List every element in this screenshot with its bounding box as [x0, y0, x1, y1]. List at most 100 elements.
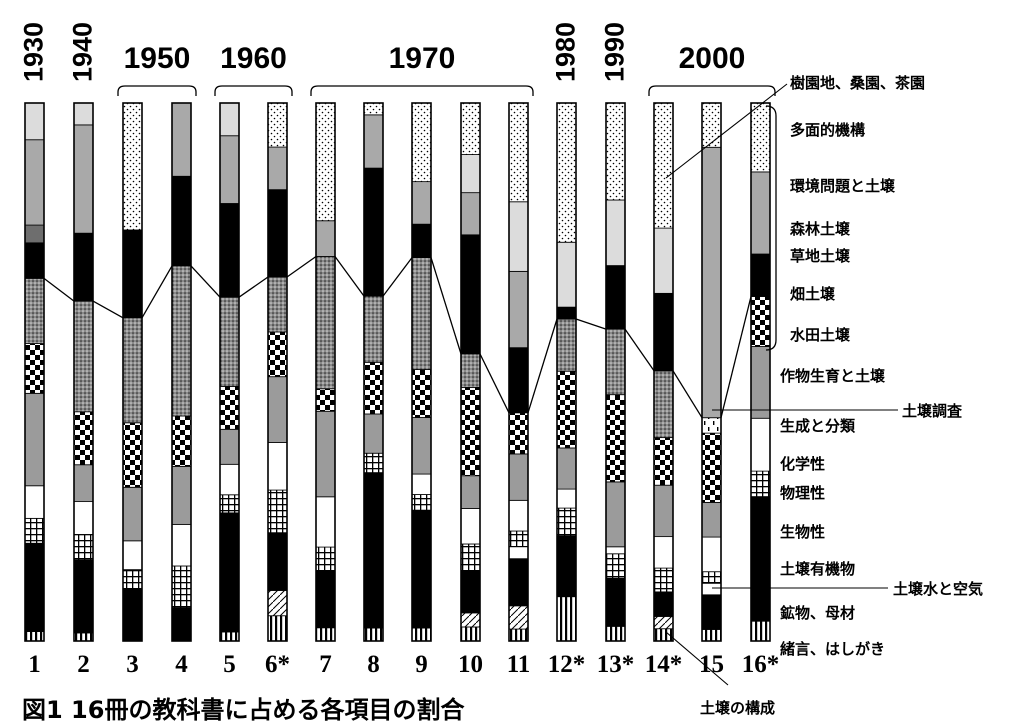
series-label-3: 環境問題と土壌 [790, 177, 896, 195]
segment-9-5 [411, 494, 432, 511]
segment-10-13 [460, 234, 481, 355]
segment-12-9 [556, 370, 577, 449]
year-layer: 1930 1940 1950 1960 1970 1980 1990 2000 [19, 22, 776, 96]
connector-layer [43, 255, 752, 419]
segment-13-3 [605, 577, 626, 627]
connector-line-10 [479, 353, 510, 414]
segment-4-5 [171, 565, 192, 608]
bar-16 [750, 102, 771, 642]
segment-6-17 [267, 102, 288, 148]
segment-2-7 [73, 501, 94, 535]
segment-16-7 [750, 417, 771, 472]
bar-outline-5 [219, 102, 240, 642]
segment-11-9 [508, 412, 529, 455]
bar-outline-4 [171, 102, 192, 642]
segment-14-12 [653, 370, 674, 439]
connector-line-8 [382, 257, 413, 297]
segment-8-1 [363, 627, 384, 642]
year-label-1930: 1930 [19, 22, 49, 82]
series-label-8: 作物生育と土壌 [780, 367, 886, 385]
segment-13-5 [605, 553, 626, 579]
chart-title: 図1 16冊の教科書に占める各項目の割合 [22, 696, 465, 723]
segment-11-15 [508, 270, 529, 349]
connector-line-6 [286, 255, 317, 278]
segment-1-14 [24, 224, 45, 244]
bar-number-16: 16* [742, 651, 780, 678]
connector-line-7 [334, 256, 365, 297]
segment-4-7 [171, 523, 192, 567]
segment-9-8 [411, 417, 432, 475]
segment-11-8 [508, 453, 529, 501]
series-label-4: 森林土壌 [790, 220, 851, 238]
bar-outline-8 [363, 102, 384, 642]
segment-1-13 [24, 242, 45, 279]
segment-7-17 [315, 102, 336, 222]
bar-number-11: 11 [507, 651, 531, 678]
bar-outline-12 [556, 102, 577, 642]
segment-6-1 [267, 615, 288, 642]
bar-outline-9 [411, 102, 432, 642]
year-bracket-1970 [310, 85, 534, 96]
series-label-5: 草地土壌 [790, 247, 851, 265]
bar-number-10: 10 [458, 651, 483, 678]
segment-3-3 [122, 588, 143, 642]
year-label-1960: 1960 [220, 42, 287, 75]
segment-15-9 [701, 432, 722, 503]
bar-11 [508, 102, 529, 642]
bar-number-9: 9 [415, 651, 428, 678]
segment-15-10 [701, 417, 722, 434]
segment-3-7 [122, 540, 143, 571]
segment-2-5 [73, 534, 94, 561]
bar-number-1: 1 [28, 651, 41, 678]
segment-1-16 [24, 102, 45, 141]
series-label-11: 化学性 [780, 455, 825, 473]
segment-16-1 [750, 620, 771, 642]
segment-8-15 [363, 114, 384, 169]
segment-13-12 [605, 328, 626, 396]
segment-9-3 [411, 509, 432, 629]
segment-15-3 [701, 594, 722, 630]
segment-11-7 [508, 499, 529, 532]
year-label-1980: 1980 [551, 22, 581, 82]
segment-16-9 [750, 296, 771, 347]
segment-11-17 [508, 102, 529, 203]
segment-12-5 [556, 507, 577, 537]
connector-line-3 [141, 265, 173, 319]
bar-outline-13 [605, 102, 626, 642]
bar-5 [219, 102, 240, 642]
year-label-1940: 1940 [68, 22, 98, 82]
segment-2-12 [73, 300, 94, 413]
bar-13 [605, 102, 626, 642]
segment-13-7 [605, 546, 626, 555]
segment-6-3 [267, 532, 288, 591]
segment-3-9 [122, 422, 143, 488]
bar-layer [24, 102, 771, 642]
segment-12-3 [556, 535, 577, 598]
segment-15-4 [701, 582, 722, 596]
series-label-14: 土壌有機物 [780, 560, 855, 578]
segment-10-16 [460, 154, 481, 194]
bar-number-6: 6* [265, 651, 290, 678]
segment-8-3 [363, 472, 384, 629]
segment-12-16 [556, 241, 577, 308]
segment-7-1 [315, 627, 336, 642]
segment-14-17 [653, 102, 674, 229]
year-label-1950: 1950 [124, 42, 191, 75]
segment-10-2 [460, 612, 481, 628]
bar-number-2: 2 [77, 651, 90, 678]
bar-number-13: 13* [597, 651, 635, 678]
bar-outline-16 [750, 102, 771, 642]
bar-10 [460, 102, 481, 642]
connector-line-15 [720, 296, 752, 418]
segment-8-8 [363, 413, 384, 454]
bar-number-4: 4 [175, 651, 188, 678]
pointer-soil-composition [665, 631, 729, 686]
segment-5-12 [219, 296, 240, 387]
segment-5-5 [219, 494, 240, 514]
segment-14-5 [653, 567, 674, 593]
connector-line-13 [624, 328, 655, 372]
segment-2-13 [73, 232, 94, 302]
series-label-2: 多面的機構 [790, 121, 865, 139]
segment-10-9 [460, 386, 481, 477]
